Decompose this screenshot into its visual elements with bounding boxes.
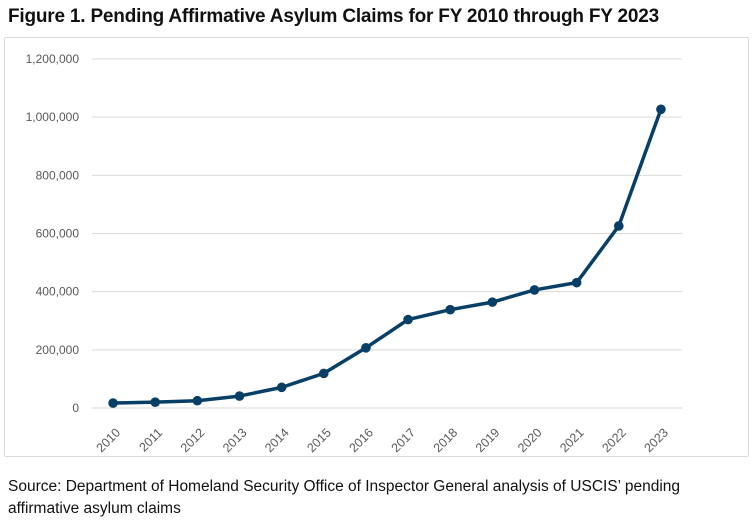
data-point xyxy=(276,382,287,393)
y-tick-label: 1,000,000 xyxy=(26,110,80,124)
x-tick-label: 2015 xyxy=(304,426,334,456)
x-tick-label: 2010 xyxy=(94,426,124,456)
line-chart: 0 200,000 400,000 600,000 800,000 1,000,000 1,… xyxy=(26,52,682,456)
y-tick-label: 1,200,000 xyxy=(26,52,80,66)
data-point xyxy=(487,297,498,307)
x-tick-label: 2014 xyxy=(262,426,292,456)
x-tick-label: 2016 xyxy=(346,426,376,456)
x-tick-label: 2021 xyxy=(557,426,587,456)
data-point xyxy=(192,395,203,406)
data-point xyxy=(318,368,329,379)
x-tick-label: 2013 xyxy=(220,426,250,456)
data-point xyxy=(529,285,540,295)
x-tick-label: 2012 xyxy=(178,426,208,456)
chart-title: Figure 1. Pending Affirmative Asylum Cla… xyxy=(8,6,659,27)
y-tick-label: 200,000 xyxy=(36,343,80,357)
series-line xyxy=(113,108,663,405)
x-tick-label: 2022 xyxy=(599,426,629,456)
x-tick-label: 2019 xyxy=(473,426,503,456)
x-tick-label: 2011 xyxy=(136,426,165,455)
data-point xyxy=(571,277,582,288)
data-point xyxy=(445,304,456,315)
x-tick-label: 2017 xyxy=(389,426,419,456)
y-tick-label: 600,000 xyxy=(36,227,80,241)
x-tick-label: 2020 xyxy=(515,426,545,456)
y-tick-label: 800,000 xyxy=(36,168,80,182)
data-point xyxy=(361,342,371,353)
chart-area xyxy=(4,37,749,457)
data-point xyxy=(613,221,624,231)
y-tick-label: 0 xyxy=(72,401,79,415)
x-tick-label: 2018 xyxy=(431,426,461,456)
data-point xyxy=(403,314,413,325)
y-tick-label: 400,000 xyxy=(36,285,80,299)
data-point xyxy=(150,397,161,407)
x-tick-label: 2023 xyxy=(641,426,671,456)
source-note: Source: Department of Homeland Security … xyxy=(8,478,681,517)
data-point xyxy=(656,104,666,115)
data-point xyxy=(108,398,118,408)
data-point xyxy=(234,391,245,401)
